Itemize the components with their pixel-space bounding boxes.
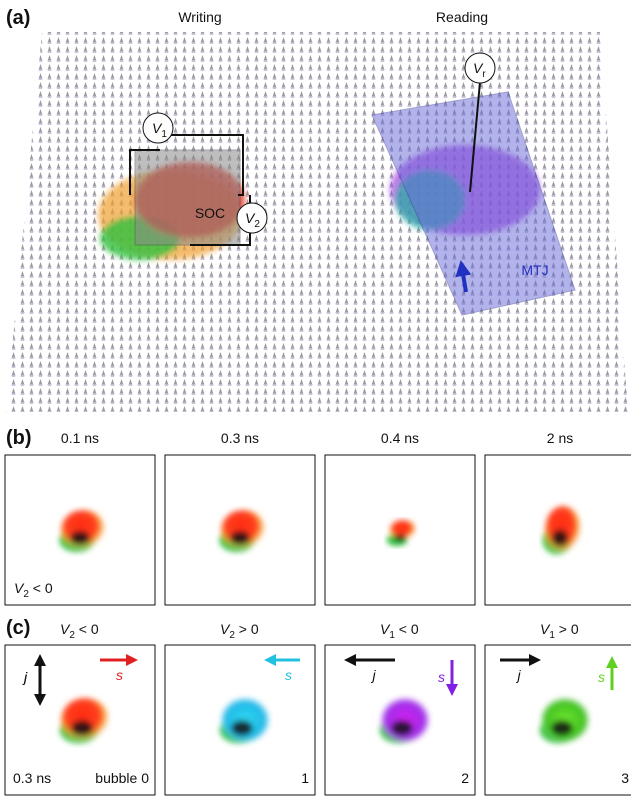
spin-label: s	[116, 667, 123, 683]
condition-label: V1 > 0	[540, 621, 579, 641]
soc-layer	[135, 150, 240, 245]
spin-label: s	[285, 667, 292, 683]
time-label: 0.3 ns	[13, 770, 51, 786]
soc-label: SOC	[195, 205, 225, 221]
figure: (a) Writing Reading SOC V1 V2 Vr MTJ (b)…	[0, 0, 631, 800]
condition-label: V2 > 0	[220, 621, 259, 641]
heading: Reading	[436, 9, 488, 25]
panel-label: (c)	[6, 617, 30, 639]
panel-label: (b)	[6, 427, 32, 449]
bubble-label: 3	[621, 770, 629, 786]
heading: Writing	[178, 9, 221, 25]
condition-label: V2 < 0	[60, 621, 99, 641]
bubble-label: 2	[461, 770, 469, 786]
time-label: 0.4 ns	[381, 430, 419, 446]
bubble-label: 1	[301, 770, 309, 786]
time-label: 0.3 ns	[221, 430, 259, 446]
condition-label: V1 < 0	[380, 621, 419, 641]
panel-label: (a)	[6, 7, 30, 29]
time-label: 2 ns	[547, 430, 573, 446]
spin-label: s	[438, 669, 445, 685]
mtj-label: MTJ	[521, 262, 548, 278]
bubble-label: bubble 0	[95, 770, 149, 786]
spin-label: s	[598, 669, 605, 685]
time-label: 0.1 ns	[61, 430, 99, 446]
